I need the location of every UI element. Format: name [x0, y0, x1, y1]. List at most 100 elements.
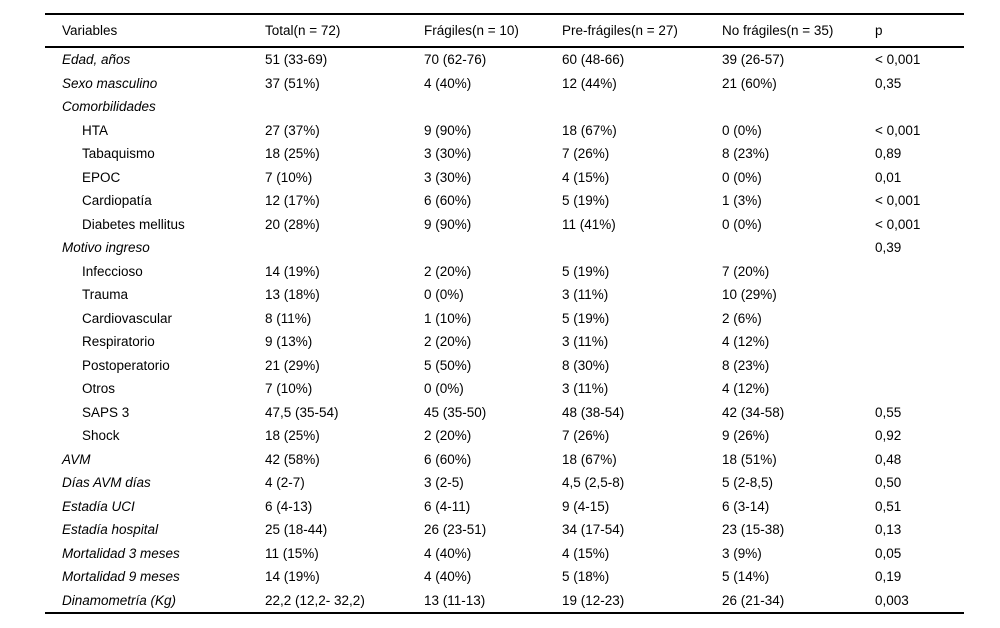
cell-value: 0 (0%): [424, 287, 464, 303]
cell-value: 2 (20%): [424, 334, 472, 350]
column-header-total: Total(n = 72): [265, 23, 341, 38]
row-label: Otros: [82, 381, 116, 397]
cell-value: 12 (44%): [562, 75, 617, 91]
cell-value: 8 (23%): [722, 357, 770, 373]
column-header-fragiles: Frágiles(n = 10): [424, 23, 519, 38]
table-row: Días AVM días 4 (2-7) 3 (2-5) 4,5 (2,5-8…: [45, 471, 964, 495]
cell-value: 45 (35-50): [424, 404, 487, 420]
table-row: Otros 7 (10%) 0 (0%) 3 (11%) 4 (12%): [45, 377, 964, 401]
row-label: Días AVM días: [62, 475, 151, 491]
cell-value: 6 (3-14): [722, 498, 770, 514]
cell-value: 12 (17%): [265, 193, 320, 209]
cell-value: [424, 236, 562, 260]
cell-value: 14 (19%): [265, 569, 320, 585]
cell-value: < 0,001: [875, 122, 921, 138]
cell-value: 18 (67%): [562, 451, 617, 467]
table-row: EPOC 7 (10%) 3 (30%) 4 (15%) 0 (0%) 0,01: [45, 166, 964, 190]
cell-value: 7 (26%): [562, 146, 610, 162]
cell-value: 11 (15%): [265, 545, 319, 561]
cell-value: 0,92: [875, 428, 902, 444]
row-label: HTA: [82, 122, 108, 138]
cell-value: 4 (40%): [424, 545, 472, 561]
table-row: Comorbilidades: [45, 95, 964, 119]
row-label: AVM: [62, 451, 91, 467]
cell-value: 2 (6%): [722, 310, 762, 326]
row-label: Mortalidad 3 meses: [62, 545, 180, 561]
table-row: Tabaquismo 18 (25%) 3 (30%) 7 (26%) 8 (2…: [45, 142, 964, 166]
cell-value: 18 (51%): [722, 451, 777, 467]
row-label: Trauma: [82, 287, 129, 303]
cell-value: 0 (0%): [722, 169, 762, 185]
table-row: AVM 42 (58%) 6 (60%) 18 (67%) 18 (51%) 0…: [45, 448, 964, 472]
cell-value: 0 (0%): [722, 122, 762, 138]
row-label: EPOC: [82, 169, 121, 185]
table-row: Postoperatorio 21 (29%) 5 (50%) 8 (30%) …: [45, 354, 964, 378]
row-label: Estadía hospital: [62, 522, 159, 538]
cell-value: 3 (11%): [562, 287, 609, 303]
cell-value: 70 (62-76): [424, 52, 487, 68]
table-body: Edad, años 51 (33-69) 70 (62-76) 60 (48-…: [45, 47, 964, 613]
cell-value: 11 (41%): [562, 216, 616, 232]
cell-value: 23 (15-38): [722, 522, 785, 538]
cell-value: 0,35: [875, 75, 902, 91]
cell-value: [562, 95, 722, 119]
cell-value: 51 (33-69): [265, 52, 328, 68]
table-row: Edad, años 51 (33-69) 70 (62-76) 60 (48-…: [45, 47, 964, 72]
cell-value: 7 (26%): [562, 428, 610, 444]
cell-value: [875, 95, 964, 119]
cell-value: 1 (10%): [424, 310, 472, 326]
row-label: Sexo masculino: [62, 75, 158, 91]
cell-value: 2 (20%): [424, 428, 472, 444]
row-label: Motivo ingreso: [62, 240, 150, 256]
cell-value: 2 (20%): [424, 263, 472, 279]
row-label: Infeccioso: [82, 263, 143, 279]
cell-value: [875, 330, 964, 354]
row-label: Estadía UCI: [62, 498, 135, 514]
cell-value: [875, 283, 964, 307]
cell-value: 9 (90%): [424, 122, 472, 138]
cell-value: 5 (2-8,5): [722, 475, 774, 491]
cell-value: 0,89: [875, 146, 902, 162]
table-row: Motivo ingreso 0,39: [45, 236, 964, 260]
cell-value: 3 (11%): [562, 334, 609, 350]
cell-value: 26 (23-51): [424, 522, 487, 538]
row-label: Cardiopatía: [82, 193, 152, 209]
cell-value: 10 (29%): [722, 287, 777, 303]
cell-value: 19 (12-23): [562, 592, 625, 608]
column-header-p: p: [875, 23, 883, 38]
row-label: Postoperatorio: [82, 357, 170, 373]
column-header-prefragiles: Pre-frágiles(n = 27): [562, 23, 678, 38]
cell-value: 5 (19%): [562, 193, 610, 209]
cell-value: [875, 377, 964, 401]
table-row: Respiratorio 9 (13%) 2 (20%) 3 (11%) 4 (…: [45, 330, 964, 354]
table-row: Mortalidad 3 meses 11 (15%) 4 (40%) 4 (1…: [45, 542, 964, 566]
table-header-row: Variables Total(n = 72) Frágiles(n = 10)…: [45, 14, 964, 47]
cell-value: 42 (34-58): [722, 404, 785, 420]
table-header: Variables Total(n = 72) Frágiles(n = 10)…: [45, 14, 964, 47]
cell-value: 0,48: [875, 451, 902, 467]
cell-value: 5 (14%): [722, 569, 770, 585]
cell-value: 0,003: [875, 592, 909, 608]
cell-value: 37 (51%): [265, 75, 320, 91]
cell-value: 0,55: [875, 404, 902, 420]
cell-value: 7 (10%): [265, 169, 313, 185]
cell-value: 18 (25%): [265, 146, 320, 162]
cell-value: 13 (11-13): [424, 592, 486, 608]
cell-value: 4 (40%): [424, 569, 472, 585]
cell-value: 4 (12%): [722, 334, 770, 350]
cell-value: 0,50: [875, 475, 902, 491]
cell-value: 0,19: [875, 569, 902, 585]
cell-value: 3 (2-5): [424, 475, 464, 491]
cell-value: 4 (15%): [562, 545, 610, 561]
cell-value: [265, 95, 424, 119]
cell-value: 21 (29%): [265, 357, 320, 373]
table-row: Cardiopatía 12 (17%) 6 (60%) 5 (19%) 1 (…: [45, 189, 964, 213]
row-label: Respiratorio: [82, 334, 155, 350]
cell-value: 5 (50%): [424, 357, 472, 373]
table-row: Mortalidad 9 meses 14 (19%) 4 (40%) 5 (1…: [45, 565, 964, 589]
cell-value: 1 (3%): [722, 193, 762, 209]
cell-value: [562, 236, 722, 260]
cell-value: 0,13: [875, 522, 902, 538]
table-row: Diabetes mellitus 20 (28%) 9 (90%) 11 (4…: [45, 213, 964, 237]
table-row: Trauma 13 (18%) 0 (0%) 3 (11%) 10 (29%): [45, 283, 964, 307]
